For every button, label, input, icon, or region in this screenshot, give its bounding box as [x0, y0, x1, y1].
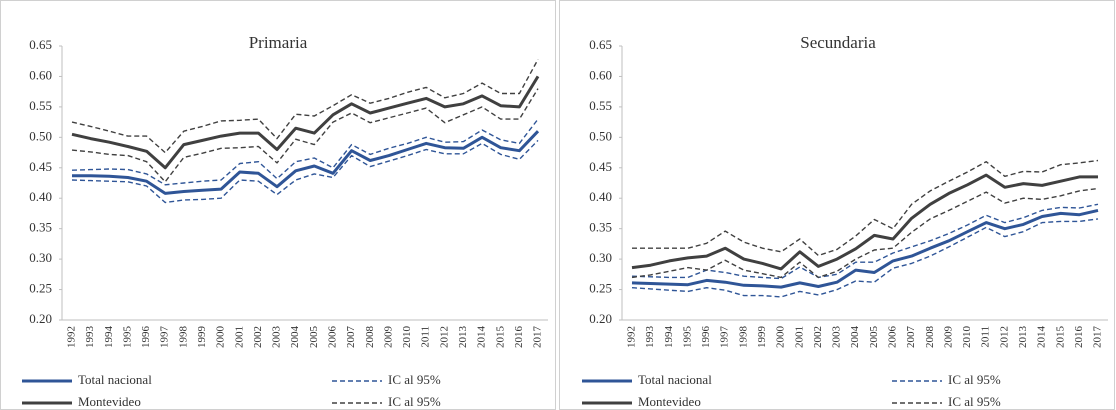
- y-tick-label: 0.60: [29, 67, 52, 82]
- x-tick-label: 2001: [793, 326, 805, 348]
- x-tick-label: 1993: [644, 326, 656, 349]
- x-tick-label: 2003: [831, 326, 843, 349]
- legend-label: Montevideo: [638, 394, 701, 409]
- x-tick-label: 2015: [494, 325, 506, 348]
- y-tick-label: 0.45: [29, 159, 52, 174]
- x-tick-label: 2006: [326, 326, 338, 349]
- legend-label: Montevideo: [78, 394, 141, 409]
- x-tick-label: 2009: [942, 326, 954, 349]
- y-tick-label: 0.30: [29, 250, 52, 265]
- x-tick-label: 2005: [868, 326, 880, 349]
- x-tick-label: 2007: [345, 326, 357, 349]
- x-tick-label: 2014: [476, 326, 488, 349]
- x-tick-label: 2004: [849, 326, 861, 349]
- y-tick-label: 0.55: [589, 98, 612, 113]
- x-tick-label: 1998: [177, 326, 189, 349]
- x-tick-label: 2009: [382, 326, 394, 349]
- y-tick-label: 0.30: [589, 250, 612, 265]
- legend-label: Total nacional: [638, 372, 712, 387]
- x-tick-label: 1992: [66, 326, 78, 348]
- x-tick-label: 1997: [719, 326, 731, 349]
- series-line: [631, 187, 1099, 279]
- series-line: [72, 130, 540, 195]
- x-tick-label: 1999: [196, 326, 208, 349]
- y-tick-label: 0.60: [589, 67, 612, 82]
- y-tick-label: 0.40: [589, 189, 612, 204]
- x-tick-label: 2000: [775, 326, 787, 349]
- y-tick-label: 0.55: [29, 98, 52, 113]
- x-tick-label: 2012: [998, 326, 1010, 348]
- y-tick-label: 0.50: [29, 128, 52, 143]
- y-tick-label: 0.45: [589, 159, 612, 174]
- series-line: [632, 159, 1099, 257]
- x-tick-label: 1995: [121, 326, 133, 349]
- x-tick-label: 2013: [1017, 325, 1029, 348]
- series-line: [631, 203, 1099, 280]
- x-tick-label: 1992: [626, 326, 638, 348]
- y-tick-label: 0.65: [29, 37, 52, 52]
- series-line: [71, 59, 539, 154]
- x-tick-label: 1995: [681, 326, 693, 349]
- y-tick-label: 0.40: [29, 189, 52, 204]
- x-tick-label: 1999: [756, 326, 768, 349]
- x-tick-label: 1993: [84, 326, 96, 349]
- x-tick-label: 2001: [233, 326, 245, 348]
- x-tick-label: 2015: [1054, 326, 1066, 349]
- x-tick-label: 2008: [364, 326, 376, 349]
- x-tick-label: 2013: [457, 326, 469, 349]
- x-tick-label: 1996: [140, 326, 152, 349]
- x-tick-label: 2004: [289, 326, 301, 349]
- y-tick-label: 0.65: [589, 37, 612, 52]
- y-tick-label: 0.20: [589, 311, 612, 326]
- x-tick-label: 2002: [812, 326, 824, 348]
- series-line: [631, 173, 1098, 271]
- x-tick-label: 2012: [438, 326, 450, 348]
- x-tick-label: 2002: [252, 326, 264, 348]
- series-line: [71, 118, 539, 186]
- series-line: [631, 218, 1099, 298]
- y-tick-label: 0.25: [589, 281, 612, 296]
- x-tick-label: 1997: [159, 326, 171, 349]
- y-tick-label: 0.20: [29, 311, 52, 326]
- chart-title: Secundaria: [800, 33, 876, 52]
- x-tick-label: 2008: [924, 326, 936, 349]
- legend-label: IC al 95%: [948, 394, 1001, 409]
- x-tick-label: 2017: [1092, 326, 1104, 349]
- x-tick-label: 2011: [420, 326, 432, 348]
- legend-label: Total nacional: [78, 372, 152, 387]
- x-tick-label: 2010: [401, 326, 413, 349]
- x-tick-label: 2000: [215, 326, 227, 349]
- y-tick-label: 0.35: [589, 220, 612, 235]
- x-tick-label: 2014: [1036, 326, 1048, 349]
- x-tick-label: 2017: [532, 326, 544, 349]
- x-tick-label: 2011: [980, 326, 992, 348]
- x-tick-label: 2003: [271, 326, 283, 349]
- x-tick-label: 1998: [737, 326, 749, 349]
- x-tick-label: 1994: [663, 326, 675, 349]
- x-tick-label: 2007: [905, 326, 917, 349]
- chart-title: Primaria: [249, 33, 308, 52]
- x-tick-label: 2005: [308, 326, 320, 349]
- x-tick-label: 1994: [103, 326, 115, 349]
- x-tick-label: 2010: [961, 326, 973, 349]
- y-tick-label: 0.35: [29, 220, 52, 235]
- y-tick-label: 0.50: [589, 128, 612, 143]
- legend-label: IC al 95%: [948, 372, 1001, 387]
- series-line: [71, 75, 540, 170]
- series-line: [71, 88, 539, 183]
- x-tick-label: 2016: [1073, 326, 1085, 349]
- x-tick-label: 1996: [700, 326, 712, 349]
- y-tick-label: 0.25: [29, 281, 52, 296]
- legend-label: IC al 95%: [388, 372, 441, 387]
- x-tick-label: 2016: [513, 326, 525, 349]
- series-line: [71, 139, 539, 204]
- x-tick-label: 2006: [886, 326, 898, 349]
- legend-label: IC al 95%: [388, 394, 441, 409]
- series-line: [631, 208, 1099, 289]
